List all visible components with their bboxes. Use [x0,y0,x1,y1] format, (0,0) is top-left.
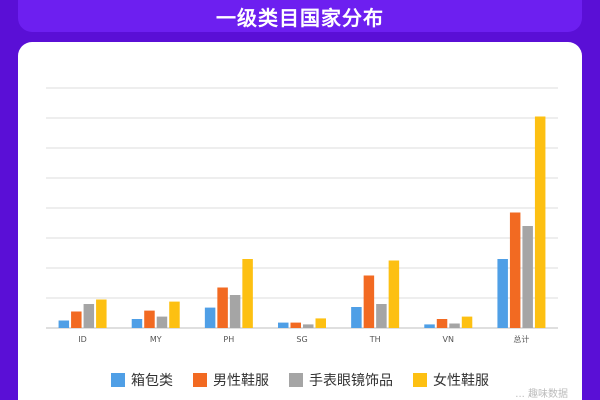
bar-1-0 [71,311,82,328]
bar-0-2 [204,307,216,328]
legend-item-1: 男性鞋服 [193,370,269,390]
legend-item-2: 手表眼镜饰品 [289,370,393,390]
bar-3-0 [96,299,107,328]
legend-swatch-3 [413,373,427,387]
legend-label-3: 女性鞋服 [433,373,489,389]
legend-swatch-2 [289,373,303,387]
bar-0-6 [497,259,508,328]
legend-label-1: 男性鞋服 [213,373,269,389]
bar-0-3 [278,322,289,328]
chart-title: 一级类目国家分布 [216,5,384,30]
bar-3-4 [388,260,400,328]
bar-2-4 [376,304,387,328]
watermark: ... 趣味数据 [515,389,568,400]
bar-0-0 [58,320,70,328]
bar-1-5 [436,319,448,328]
bar-2-6 [522,226,533,328]
x-tick-label: VN [443,335,454,344]
bar-0-4 [351,307,362,328]
bar-3-3 [315,318,326,328]
legend-label-0: 箱包类 [131,373,173,389]
bar-1-2 [217,287,228,328]
legend-item-3: 女性鞋服 [413,370,489,390]
legend-swatch-1 [193,373,207,387]
bar-3-5 [461,316,473,328]
title-banner: 一级类目国家分布 [18,0,582,32]
bar-1-4 [363,275,375,328]
bar-1-3 [290,322,301,328]
legend-swatch-0 [111,373,125,387]
bar-2-3 [303,324,314,328]
bar-2-5 [449,323,460,328]
chart-card: ID MY PH SG TH VN 总计 箱包类 男性鞋服 手表眼镜饰品 女性鞋服 ... … [18,42,582,400]
bar-3-1 [169,301,180,328]
bar-0-5 [424,324,435,328]
legend-item-0: 箱包类 [111,370,173,390]
x-tick-label: TH [369,335,381,344]
bar-0-1 [131,319,143,328]
x-tick-label: SG [296,335,307,344]
bar-2-0 [83,304,95,328]
bar-3-6 [534,116,546,328]
bar-2-1 [156,316,168,328]
x-tick-label: 总计 [513,334,529,344]
bar-2-2 [229,295,241,328]
legend: 箱包类 男性鞋服 手表眼镜饰品 女性鞋服 [18,368,582,392]
bar-3-2 [242,259,253,328]
bar-chart: ID MY PH SG TH VN 总计 [46,87,558,344]
legend-label-2: 手表眼镜饰品 [309,373,393,389]
x-tick-label: MY [150,335,162,344]
bar-1-1 [144,310,155,328]
bar-1-6 [509,212,521,328]
x-tick-label: ID [78,335,87,344]
x-tick-label: PH [223,335,234,344]
